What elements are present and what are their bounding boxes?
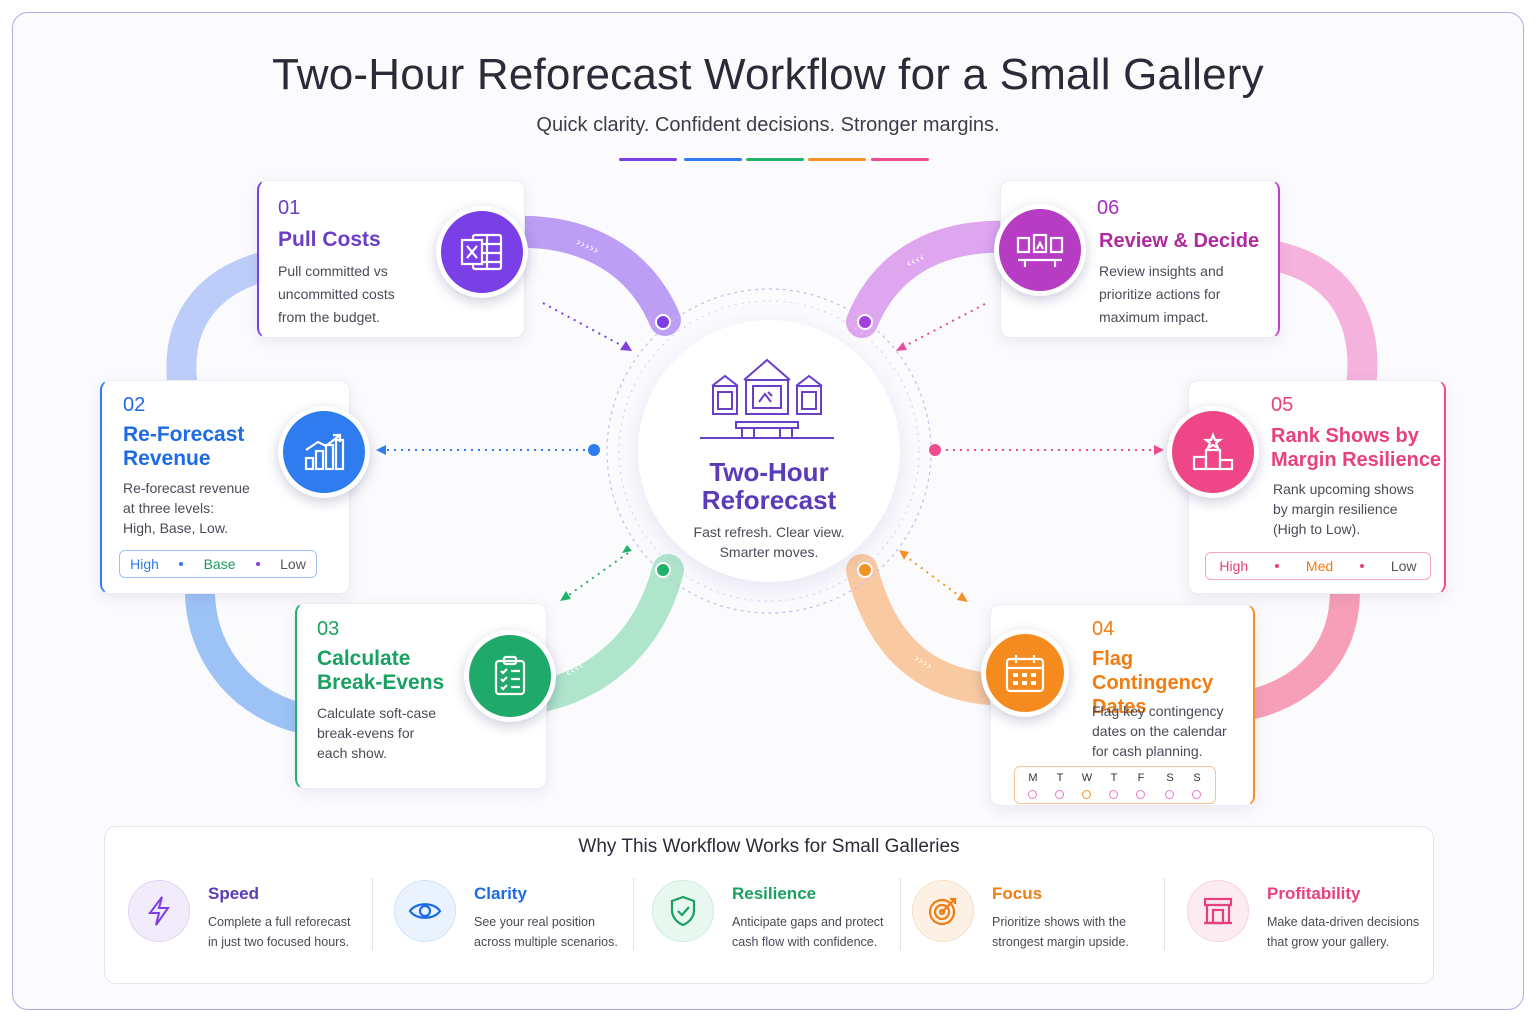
accent-rule-blue: [684, 158, 742, 161]
revenue-levels-pill: High Base Low: [119, 550, 317, 578]
step-title: Review & Decide: [1099, 230, 1260, 252]
accent-rule-pink: [871, 158, 929, 161]
hub-title: Two-Hour Reforecast: [701, 457, 837, 515]
day-marker: [1028, 790, 1037, 799]
accent-rule-purple: [619, 158, 677, 161]
calendar-icon: [981, 629, 1069, 717]
shield-check-icon: [652, 880, 714, 942]
ribbon-right-top: [1255, 240, 1378, 410]
benefit-title: Speed: [208, 884, 260, 903]
benefit-title: Resilience: [732, 884, 817, 903]
step-title: Flag Contingency Dates: [1092, 648, 1214, 718]
accent-rule-orange: [808, 158, 866, 161]
weekday-label: S: [1193, 772, 1201, 784]
ribbon-right-bottom: [1235, 575, 1360, 720]
benefit-description: Prioritize shows with the strongest margi…: [992, 915, 1129, 949]
divider: [900, 878, 901, 950]
day-marker: [1055, 790, 1064, 799]
accent-rule-green: [746, 158, 804, 161]
step-number: 02: [123, 394, 146, 416]
page-title: Two-Hour Reforecast Workflow for a Small…: [272, 50, 1264, 99]
storefront-icon: [1187, 880, 1249, 942]
gallery-wall-icon: [994, 204, 1086, 296]
level-base: Base: [203, 556, 236, 572]
day-marker: [1082, 790, 1091, 799]
weekday-label: W: [1081, 772, 1093, 784]
step-description: Rank upcoming shows by margin resilience(…: [1273, 481, 1414, 537]
benefit-title: Clarity: [474, 884, 527, 903]
level-high: High: [130, 556, 159, 572]
step-description: Re-forecast revenue at three levels: High,…: [123, 480, 250, 536]
step-number: 06: [1097, 197, 1120, 219]
spreadsheet-icon: [436, 206, 528, 298]
step-number: 03: [317, 618, 340, 640]
svg-text:›››››: ›››››: [232, 632, 260, 657]
step-card-01: 01 Pull Costs Pull committed vs uncommitt…: [257, 180, 525, 338]
checklist-icon: [464, 630, 556, 722]
ribbon-left-bottom: [185, 575, 325, 735]
step-title: Pull Costs: [278, 228, 381, 251]
step-number: 04: [1092, 618, 1115, 640]
podium-icon: [1167, 406, 1259, 498]
day-marker: [1109, 790, 1118, 799]
page-subtitle: Quick clarity. Confident decisions. Stro…: [536, 114, 1000, 136]
ribbon-bottom-right: [846, 554, 1026, 706]
resilience-levels-pill: High Med Low: [1205, 552, 1431, 580]
divider: [633, 878, 634, 950]
hub-circle: [638, 320, 900, 582]
level-low: Low: [1390, 558, 1417, 574]
weekday-strip: M T W T F S S: [1014, 766, 1216, 804]
step-description: Review insights and prioritize actions fo…: [1099, 263, 1224, 325]
level-med: Med: [1305, 558, 1334, 574]
step-card-05: 05 Rank Shows by Margin Resilience Rank u…: [1188, 380, 1446, 594]
divider: [372, 878, 373, 950]
hub-subtitle: Fast refresh. Clear view. Smarter moves.: [693, 524, 845, 560]
gallery-icon: [700, 358, 834, 439]
connector-01: [542, 302, 629, 350]
day-marker: [1165, 790, 1174, 799]
level-high: High: [1219, 558, 1249, 574]
day-marker: [1136, 790, 1145, 799]
why-title: Why This Workflow Works for Small Galler…: [578, 836, 960, 857]
weekday-label: F: [1137, 772, 1145, 784]
connector-06: [902, 303, 986, 348]
connector-03: [565, 552, 629, 598]
weekday-label: S: [1166, 772, 1174, 784]
weekday-label: M: [1028, 772, 1038, 784]
step-description: Pull committed vs uncommitted costs from t…: [278, 263, 395, 325]
step-title: Re-Forecast Revenue: [123, 423, 245, 470]
benefit-description: Complete a full reforecast in just two fo…: [208, 915, 351, 949]
step-number: 01: [278, 197, 301, 219]
hub-ring-mid: [618, 300, 920, 602]
step-description: Calculate soft-case break-evens for each s…: [317, 705, 437, 761]
weekday-label: T: [1110, 772, 1118, 784]
step-title: Rank Shows by Margin Resilience: [1271, 425, 1442, 471]
step-number: 05: [1271, 394, 1294, 416]
connector-04: [903, 554, 963, 599]
benefit-title: Focus: [992, 884, 1043, 903]
lightning-icon: [128, 880, 190, 942]
benefit-description: See your real position across multiple sc…: [474, 915, 618, 949]
divider: [1164, 878, 1165, 950]
eye-icon: [394, 880, 456, 942]
day-marker: [1192, 790, 1201, 799]
step-title: Calculate Break-Evens: [317, 647, 445, 694]
target-icon: [912, 880, 974, 942]
weekday-label: T: [1056, 772, 1064, 784]
bar-chart-icon: [278, 406, 370, 498]
level-low: Low: [280, 556, 306, 572]
benefit-description: Anticipate gaps and protect cash flow wit…: [732, 915, 884, 949]
benefit-title: Profitability: [1267, 884, 1361, 903]
step-description: Flag key contingency dates on the calenda…: [1092, 703, 1227, 759]
benefit-description: Make data-driven decisions that grow your…: [1267, 915, 1420, 949]
